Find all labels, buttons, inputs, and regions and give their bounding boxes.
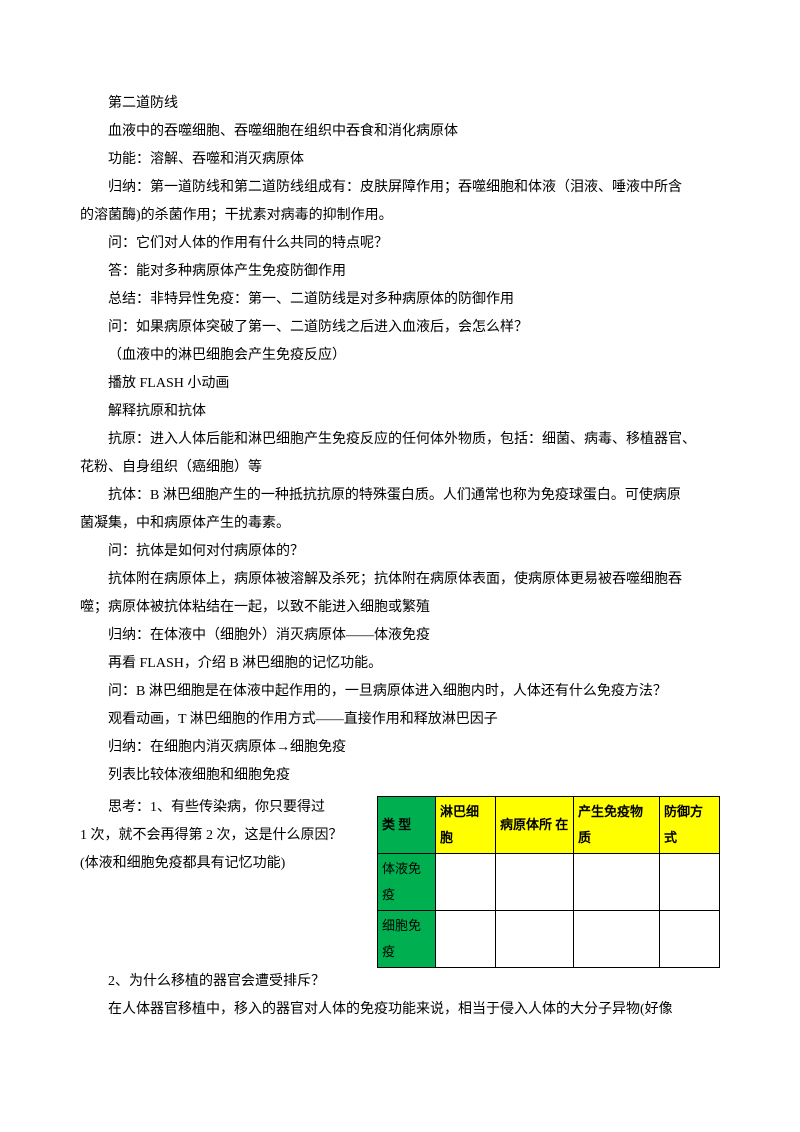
paragraph: 问：它们对人体的作用有什么共同的特点呢？ <box>80 230 720 258</box>
table-row: 细胞免疫 <box>378 911 720 968</box>
table-cell <box>496 911 574 968</box>
table-header-loc: 病原体所 在 <box>496 797 574 854</box>
paragraph: 归纳：第一道防线和第二道防线组成有：皮肤屏障作用；吞噬细胞和体液（泪液、唾液中所… <box>80 174 720 202</box>
paragraph: 花粉、自身组织（癌细胞）等 <box>80 454 720 482</box>
paragraph: 解释抗原和抗体 <box>80 398 720 426</box>
paragraph: 菌凝集，中和病原体产生的毒素。 <box>80 510 720 538</box>
table-cell <box>496 854 574 911</box>
table-header-type: 类 型 <box>378 797 436 854</box>
table-row-label: 体液免疫 <box>378 854 436 911</box>
paragraph: 噬；病原体被抗体粘结在一起，以致不能进入细胞或繁殖 <box>80 594 720 622</box>
table-header-def: 防御方式 <box>660 797 720 854</box>
table-header-sub: 产生免疫物质 <box>574 797 660 854</box>
table-cell <box>660 911 720 968</box>
paragraph: 2、为什么移植的器官会遭受排斥？ <box>80 968 720 996</box>
paragraph: 观看动画，T 淋巴细胞的作用方式——直接作用和释放淋巴因子 <box>80 706 720 734</box>
paragraph: 抗原：进入人体后能和淋巴细胞产生免疫反应的任何体外物质，包括：细菌、病毒、移植器… <box>80 426 720 454</box>
table-header-cell: 淋巴细胞 <box>436 797 496 854</box>
table-section: 类 型 淋巴细胞 病原体所 在 产生免疫物质 防御方式 体液免疫 细胞免疫 <box>80 794 720 968</box>
table-cell <box>574 911 660 968</box>
paragraph: 抗体附在病原体上，病原体被溶解及杀死；抗体附在病原体表面，使病原体更易被吞噬细胞… <box>80 566 720 594</box>
paragraph: 在人体器官移植中，移入的器官对人体的免疫功能来说，相当于侵入人体的大分子异物(好… <box>80 996 720 1024</box>
paragraph: 功能：溶解、吞噬和消灭病原体 <box>80 146 720 174</box>
table-cell <box>574 854 660 911</box>
paragraph: 第二道防线 <box>80 90 720 118</box>
paragraph: 归纳：在细胞内消灭病原体→细胞免疫 <box>80 734 720 762</box>
table-header-row: 类 型 淋巴细胞 病原体所 在 产生免疫物质 防御方式 <box>378 797 720 854</box>
paragraph: 问：B 淋巴细胞是在体液中起作用的，一旦病原体进入细胞内时，人体还有什么免疫方法… <box>80 678 720 706</box>
paragraph: （血液中的淋巴细胞会产生免疫反应） <box>80 342 720 370</box>
paragraph: 答：能对多种病原体产生免疫防御作用 <box>80 258 720 286</box>
paragraph: 播放 FLASH 小动画 <box>80 370 720 398</box>
table-row-label: 细胞免疫 <box>378 911 436 968</box>
paragraph: 血液中的吞噬细胞、吞噬细胞在组织中吞食和消化病原体 <box>80 118 720 146</box>
paragraph: 归纳：在体液中（细胞外）消灭病原体——体液免疫 <box>80 622 720 650</box>
paragraph: 的溶菌酶)的杀菌作用；干扰素对病毒的抑制作用。 <box>80 202 720 230</box>
paragraph: 问：如果病原体突破了第一、二道防线之后进入血液后，会怎么样？ <box>80 314 720 342</box>
paragraph: 列表比较体液细胞和细胞免疫 <box>80 762 720 790</box>
paragraph: 问：抗体是如何对付病原体的？ <box>80 538 720 566</box>
table-row: 体液免疫 <box>378 854 720 911</box>
immune-table: 类 型 淋巴细胞 病原体所 在 产生免疫物质 防御方式 体液免疫 细胞免疫 <box>377 796 720 968</box>
table-cell <box>660 854 720 911</box>
table-cell <box>436 911 496 968</box>
paragraph: 抗体：B 淋巴细胞产生的一种抵抗抗原的特殊蛋白质。人们通常也称为免疫球蛋白。可使… <box>80 482 720 510</box>
table-cell <box>436 854 496 911</box>
paragraph: 再看 FLASH，介绍 B 淋巴细胞的记忆功能。 <box>80 650 720 678</box>
paragraph: 总结：非特异性免疫：第一、二道防线是对多种病原体的防御作用 <box>80 286 720 314</box>
document-page: 第二道防线 血液中的吞噬细胞、吞噬细胞在组织中吞食和消化病原体 功能：溶解、吞噬… <box>0 0 800 1084</box>
